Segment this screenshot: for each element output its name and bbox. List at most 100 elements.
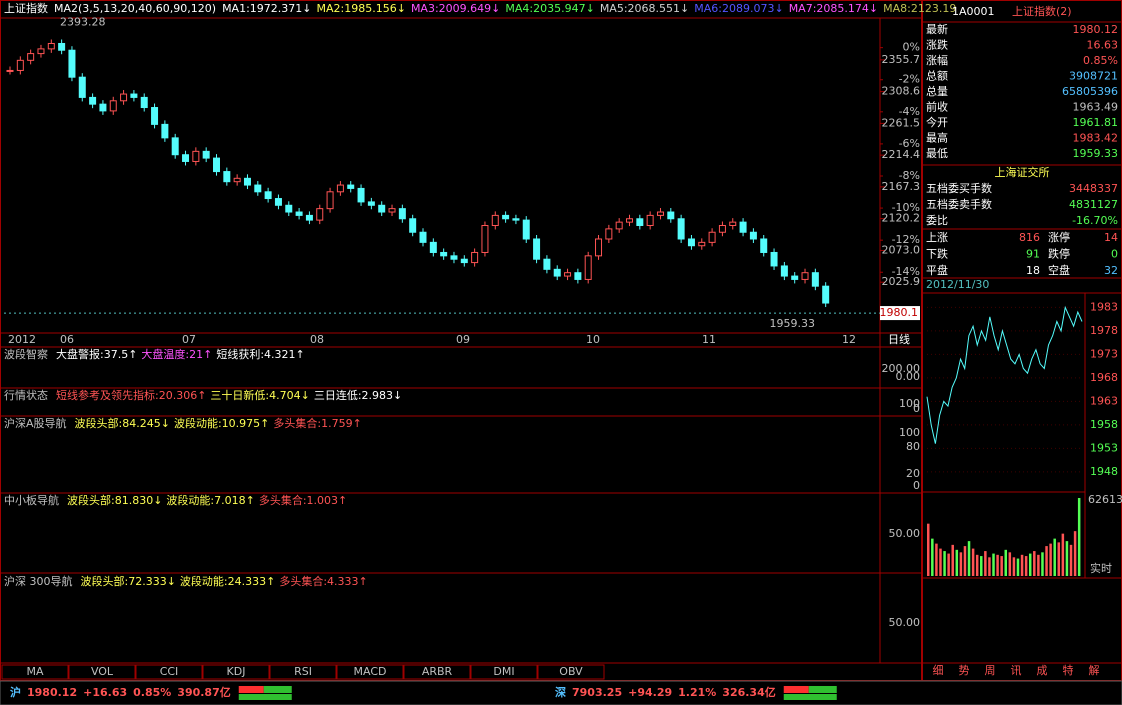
candle [429,241,437,253]
tab[interactable] [269,664,337,680]
tab-label[interactable]: KDJ [227,665,246,678]
volume-bar [1057,542,1061,576]
tab-label[interactable]: OBV [559,665,583,678]
quote-code: 1A0001 [952,5,995,18]
volume-bar [1077,498,1081,576]
volume-bar [975,554,979,576]
candle [636,218,644,227]
tab-label[interactable]: MACD [354,665,387,678]
panel-item: 波段动能:24.333↑ [180,574,275,588]
side-tab[interactable]: 成 [1037,664,1048,677]
candle [99,103,107,112]
candle [130,93,138,98]
pct-tick-label: 0% [903,41,920,54]
tab[interactable] [202,664,270,680]
volume-bar [1065,541,1069,576]
date-label: 06 [60,333,74,346]
pct-tick-label: -2% [899,73,920,86]
tab[interactable] [336,664,404,680]
intraday-tick-label: 1983 [1090,300,1118,313]
volume-bar [1020,554,1024,576]
candle [264,191,272,200]
date-label: 08 [310,333,324,346]
panel-item: 波段动能:10.975↑ [174,416,269,430]
tab-label[interactable]: VOL [91,665,114,678]
panel-item: 波段头部:72.333↓ [81,574,176,588]
quote-value: 1980.12 [1073,23,1119,36]
status-price: 1980.12 [27,686,77,699]
tab-label[interactable]: MA [26,665,43,678]
quote-value: -16.70% [1072,214,1118,227]
tab-label[interactable]: ARBR [422,665,453,678]
status-bar-gauge [783,686,809,693]
intraday-tick-label: 1958 [1090,418,1118,431]
candle [760,238,768,253]
candle [37,48,45,55]
ma-label: MA7:2085.174↓ [789,2,878,15]
candle [357,187,365,203]
side-tab[interactable]: 讯 [1011,664,1022,677]
side-tab[interactable]: 细 [933,664,944,677]
intraday-line [926,305,1083,444]
tab[interactable] [135,664,203,680]
candle [326,191,334,210]
last-label: 1980.1 [880,306,919,319]
volume-bar [955,549,959,576]
panel-item: 三十日新低:4.704↓ [210,388,309,402]
date-label: 12 [842,333,856,346]
panel-axis-label: 0 [913,479,920,492]
quote-value: 3908721 [1069,70,1118,83]
candle [698,241,706,247]
volume-bar [1016,558,1020,576]
volume-bar [1008,552,1012,576]
y-tick-label: 2261.5 [882,116,921,129]
candle [450,255,458,260]
candle [687,238,695,247]
ma-params: MA2(3,5,13,20,40,60,90,120) [54,2,216,15]
chart-title: 上证指数 [4,1,48,15]
candle [140,96,148,109]
candle [223,171,231,183]
side-tab[interactable]: 特 [1063,663,1074,677]
candle [120,93,128,102]
candle [574,272,582,280]
quote-value: 1961.81 [1073,116,1119,129]
status-bar-gauge [808,686,837,693]
candle [233,177,241,183]
candle [202,150,210,159]
panel-item: 短线参考及领先指标:20.306↑ [56,388,206,402]
side-tab[interactable]: 势 [959,664,970,677]
candle [171,137,179,156]
ma-label: MA6:2089.073↓ [694,2,783,15]
tab[interactable] [537,664,605,680]
tab[interactable] [403,664,471,680]
candle [718,225,726,233]
candle [305,214,313,221]
tab[interactable] [68,664,136,680]
status-market: 沪 [10,685,21,699]
intraday-date: 2012/11/30 [926,278,989,291]
breadth-label: 上涨 [926,231,948,244]
tab-label[interactable]: DMI [493,665,514,678]
tab-label[interactable]: CCI [160,665,179,678]
tab[interactable] [1,664,69,680]
candle [739,221,747,233]
status-bar-gauge [263,686,292,693]
candle [295,211,303,216]
candle [347,184,355,189]
tab-label[interactable]: RSI [294,665,312,678]
quote-label: 最新 [926,22,948,36]
volume-bar [1041,552,1044,576]
volume-bar [1000,556,1003,576]
side-tab[interactable]: 周 [985,664,996,677]
candle [68,49,76,78]
panel-name: 波段智察 [4,347,48,361]
intraday-tick-label: 1978 [1090,324,1118,337]
tab[interactable] [470,664,538,680]
candle [822,285,830,304]
candle [522,219,530,240]
side-tab[interactable]: 解 [1089,663,1100,677]
intraday-tick-label: 1963 [1090,394,1118,407]
panel-axis-label: 100 [899,426,920,439]
